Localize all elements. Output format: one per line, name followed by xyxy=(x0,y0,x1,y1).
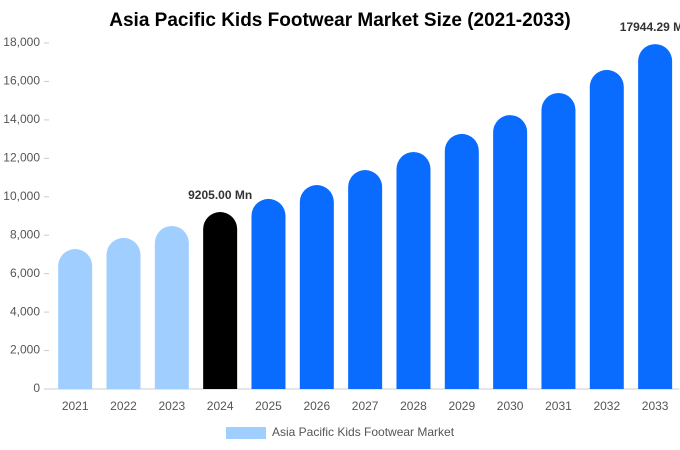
y-tick-label: 10,000 xyxy=(3,189,40,203)
y-tick-label: 16,000 xyxy=(3,74,40,88)
x-tick-label: 2025 xyxy=(255,399,282,413)
x-tick-label: 2022 xyxy=(110,399,137,413)
bar xyxy=(58,249,93,389)
y-tick-label: 14,000 xyxy=(3,112,40,126)
y-tick-label: 6,000 xyxy=(10,266,40,280)
bar xyxy=(203,212,238,389)
x-tick-label: 2021 xyxy=(62,399,89,413)
bar xyxy=(348,170,383,389)
x-tick-label: 2027 xyxy=(352,399,379,413)
x-tick-label: 2032 xyxy=(593,399,620,413)
bar xyxy=(299,185,334,389)
y-tick-label: 2,000 xyxy=(10,343,40,357)
legend-label: Asia Pacific Kids Footwear Market xyxy=(272,425,455,439)
bar xyxy=(106,237,141,389)
y-tick-label: 0 xyxy=(33,381,40,395)
bar xyxy=(589,69,624,390)
bar xyxy=(541,92,576,389)
x-tick-label: 2023 xyxy=(158,399,185,413)
x-tick-label: 2031 xyxy=(545,399,572,413)
bar xyxy=(493,115,528,390)
x-tick-label: 2024 xyxy=(207,399,234,413)
value-label: 17944.29 Mn xyxy=(620,20,680,34)
bar xyxy=(638,44,673,390)
y-tick-label: 4,000 xyxy=(10,304,40,318)
x-tick-label: 2033 xyxy=(642,399,669,413)
x-tick-label: 2029 xyxy=(448,399,475,413)
bar xyxy=(154,225,189,389)
legend-swatch xyxy=(226,427,266,439)
bar xyxy=(444,133,479,389)
chart-title: Asia Pacific Kids Footwear Market Size (… xyxy=(109,10,570,31)
x-tick-label: 2028 xyxy=(400,399,427,413)
y-tick-label: 8,000 xyxy=(10,227,40,241)
y-tick-label: 12,000 xyxy=(3,151,40,165)
value-label: 9205.00 Mn xyxy=(188,188,252,202)
y-tick-label: 18,000 xyxy=(3,35,40,49)
bar xyxy=(251,198,286,389)
bar xyxy=(396,151,431,389)
x-tick-label: 2026 xyxy=(303,399,330,413)
x-tick-label: 2030 xyxy=(497,399,524,413)
